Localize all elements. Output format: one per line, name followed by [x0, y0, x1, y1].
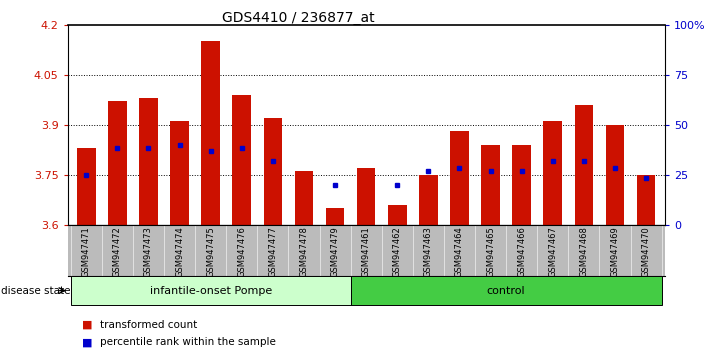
- Text: GSM947461: GSM947461: [362, 226, 370, 277]
- Text: GSM947464: GSM947464: [455, 226, 464, 277]
- Text: percentile rank within the sample: percentile rank within the sample: [100, 337, 275, 347]
- Text: ■: ■: [82, 337, 92, 347]
- Bar: [543, 121, 562, 225]
- Text: ■: ■: [82, 320, 92, 330]
- Text: control: control: [487, 286, 525, 296]
- Text: transformed count: transformed count: [100, 320, 197, 330]
- Bar: [77, 148, 95, 225]
- Bar: [108, 102, 127, 225]
- Text: GSM947467: GSM947467: [548, 226, 557, 277]
- Bar: [357, 168, 375, 225]
- Bar: [606, 125, 624, 225]
- Bar: [294, 171, 314, 225]
- Text: GSM947472: GSM947472: [113, 226, 122, 277]
- Text: GSM947471: GSM947471: [82, 226, 91, 277]
- Text: GSM947463: GSM947463: [424, 226, 433, 277]
- Text: GSM947478: GSM947478: [299, 226, 309, 277]
- Bar: [232, 95, 251, 225]
- Text: GSM947479: GSM947479: [331, 226, 340, 277]
- Bar: [388, 205, 407, 225]
- Bar: [326, 208, 344, 225]
- Text: GSM947473: GSM947473: [144, 226, 153, 277]
- Text: GSM947474: GSM947474: [175, 226, 184, 277]
- Text: GSM947468: GSM947468: [579, 226, 589, 277]
- Text: infantile-onset Pompe: infantile-onset Pompe: [149, 286, 272, 296]
- Text: GSM947476: GSM947476: [237, 226, 246, 277]
- Bar: [419, 175, 438, 225]
- Bar: [170, 121, 189, 225]
- Text: GSM947462: GSM947462: [392, 226, 402, 277]
- Text: GDS4410 / 236877_at: GDS4410 / 236877_at: [223, 11, 375, 25]
- Bar: [201, 41, 220, 225]
- Text: GSM947475: GSM947475: [206, 226, 215, 277]
- Bar: [351, 276, 662, 305]
- Text: GSM947465: GSM947465: [486, 226, 495, 277]
- Bar: [264, 118, 282, 225]
- Bar: [70, 276, 351, 305]
- Bar: [513, 145, 531, 225]
- Bar: [637, 175, 656, 225]
- Bar: [139, 98, 158, 225]
- Bar: [574, 105, 593, 225]
- Text: GSM947477: GSM947477: [268, 226, 277, 277]
- Text: disease state: disease state: [1, 286, 71, 296]
- Text: GSM947466: GSM947466: [517, 226, 526, 277]
- Text: GSM947469: GSM947469: [611, 226, 619, 277]
- Bar: [481, 145, 500, 225]
- Text: GSM947470: GSM947470: [641, 226, 651, 277]
- Bar: [450, 131, 469, 225]
